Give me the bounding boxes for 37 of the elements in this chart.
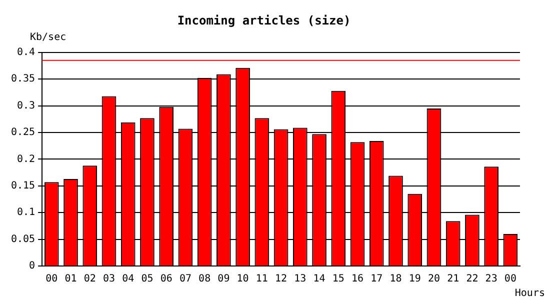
- x-tick-label: 08: [198, 274, 211, 285]
- y-tick-label: 0.2: [17, 154, 36, 165]
- x-tick-label: 01: [64, 274, 77, 285]
- x-tick-label: 06: [160, 274, 172, 285]
- x-tick-label: 10: [236, 274, 249, 285]
- chart-title: Incoming articles (size): [177, 13, 351, 28]
- x-tick-label: 18: [390, 274, 402, 285]
- x-tick-label: 05: [141, 274, 154, 285]
- y-tick-label: 0.3: [17, 100, 36, 112]
- x-tick-label: 00: [46, 274, 58, 285]
- x-tick-label: 16: [351, 274, 364, 285]
- x-tick-label: 23: [485, 274, 498, 285]
- x-tick-label: 14: [313, 274, 326, 285]
- x-tick-label: 15: [332, 274, 344, 285]
- x-tick-label: 11: [256, 274, 268, 285]
- x-tick-label: 02: [84, 274, 96, 285]
- x-tick-label: 19: [408, 274, 421, 285]
- x-axis-title: Hours: [514, 288, 545, 299]
- y-tick-label: 0.15: [10, 180, 36, 192]
- y-axis-title: Kb/sec: [30, 32, 66, 43]
- y-tick-label: 0.4: [17, 46, 36, 58]
- y-tick-label: 0.1: [17, 207, 36, 218]
- x-tick-label: 07: [179, 274, 192, 285]
- x-tick-label: 12: [275, 274, 288, 285]
- x-tick-label: 13: [294, 274, 306, 285]
- x-tick-label: 22: [466, 274, 478, 285]
- x-tick-label: 04: [122, 274, 134, 285]
- y-tick-label: 0.25: [10, 127, 36, 138]
- x-tick-label: 21: [447, 274, 460, 285]
- x-tick-label: 00: [504, 274, 516, 285]
- y-tick-label: 0.05: [10, 234, 36, 245]
- x-tick-label: 03: [102, 274, 116, 285]
- y-tick-label: 0.35: [10, 74, 36, 85]
- y-tick-label: 0: [29, 260, 36, 272]
- x-tick-label: 09: [218, 274, 230, 285]
- x-tick-label: 17: [370, 274, 383, 285]
- x-tick-label: 20: [428, 274, 440, 285]
